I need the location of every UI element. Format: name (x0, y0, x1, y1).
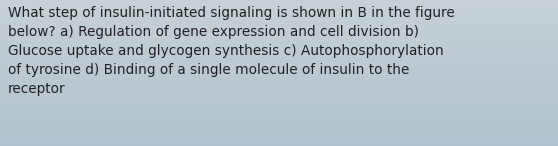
Text: What step of insulin-initiated signaling is shown in B in the figure
below? a) R: What step of insulin-initiated signaling… (8, 6, 455, 96)
